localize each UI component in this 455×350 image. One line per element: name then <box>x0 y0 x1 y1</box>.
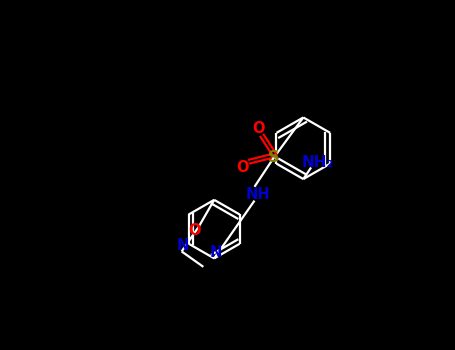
Text: N: N <box>176 238 189 253</box>
Text: O: O <box>237 160 249 175</box>
Text: O: O <box>188 223 201 238</box>
Text: N: N <box>210 245 222 260</box>
Text: O: O <box>252 121 265 136</box>
Text: NH₂: NH₂ <box>301 155 334 170</box>
Text: S: S <box>268 150 280 165</box>
Text: NH: NH <box>246 187 271 202</box>
